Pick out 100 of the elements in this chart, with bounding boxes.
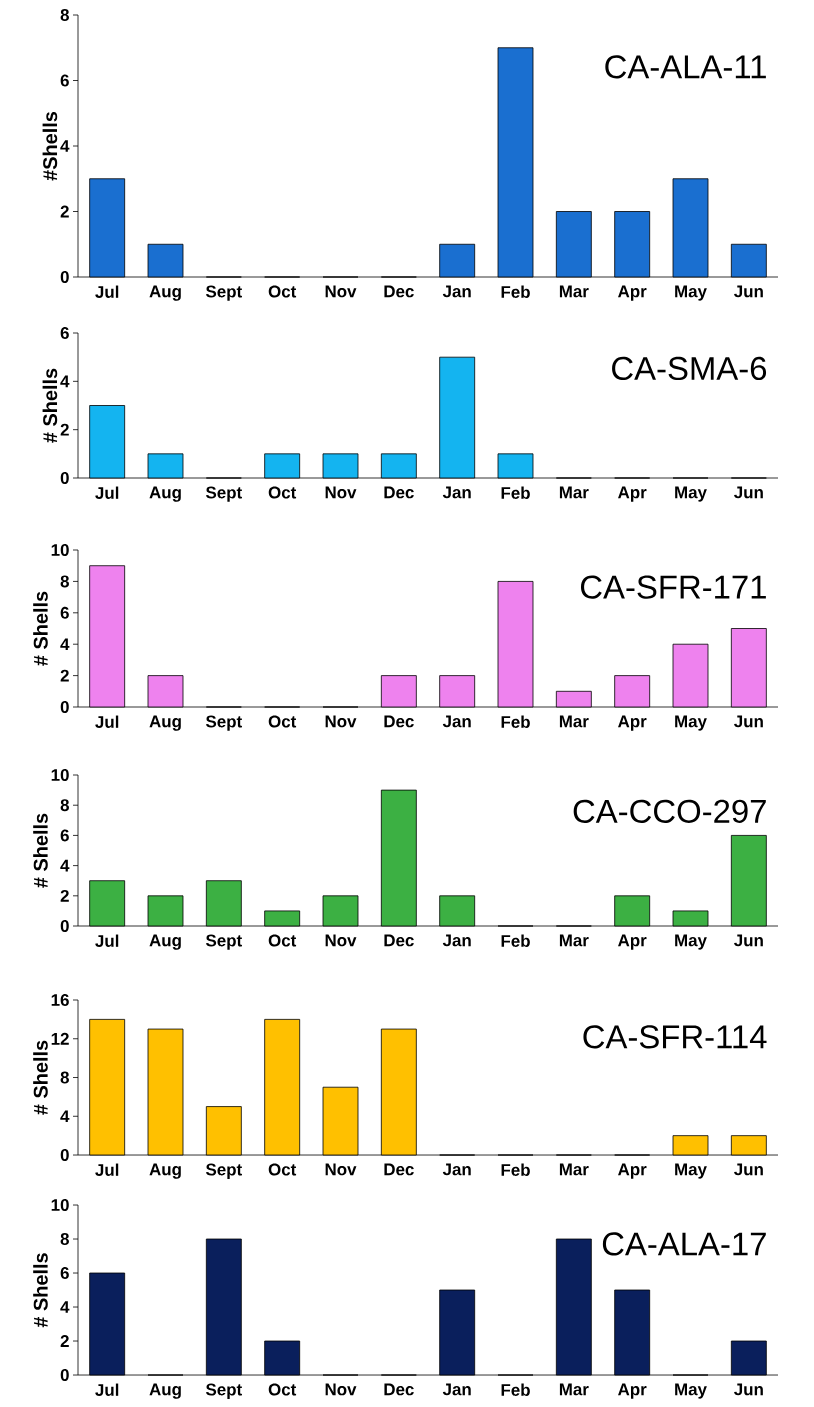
x-tick-label: Apr xyxy=(618,1163,647,1179)
x-tick-label: Nov xyxy=(325,486,357,499)
x-tick-label: Jan xyxy=(442,934,471,947)
y-tick-label: 6 xyxy=(60,74,69,87)
text: CA-SFR-114 xyxy=(583,1025,767,1049)
y-axis-title: # Shells xyxy=(33,813,48,888)
x-tick-label: May xyxy=(675,285,707,301)
x-tick-label: Jun xyxy=(734,1383,763,1396)
text: CA-CCO-297 xyxy=(573,799,766,823)
y-tick-label: 4 xyxy=(60,859,70,872)
y-tick-label: 12 xyxy=(51,1032,69,1045)
x-tick-label: Jan xyxy=(442,1383,471,1396)
x-tick-label: Dec xyxy=(384,486,414,499)
y-tick-label: 8 xyxy=(60,1071,69,1084)
x-tick-label: Jan xyxy=(442,285,471,298)
y-tick-label: 10 xyxy=(51,1199,69,1212)
x-tick-label: Sept xyxy=(205,934,242,950)
y-tick-label: 2 xyxy=(60,423,69,436)
y-tick-label: 4 xyxy=(60,140,70,152)
x-tick-label: Mar xyxy=(559,715,589,728)
x-tick-label: Sept xyxy=(205,1163,242,1179)
x-tick-label: Aug xyxy=(149,1383,181,1399)
x-tick-label: Jun xyxy=(734,934,763,947)
x-tick-label: Jul xyxy=(95,1163,119,1176)
x-tick-label: Dec xyxy=(384,1383,414,1396)
x-tick-label: Oct xyxy=(268,934,297,947)
y-tick-label: 4 xyxy=(60,375,70,388)
y-tick-label: 0 xyxy=(60,1369,69,1382)
y-tick-label: 0 xyxy=(60,472,69,485)
y-tick-label: 6 xyxy=(60,829,69,842)
x-tick-label: May xyxy=(675,1383,707,1399)
y-axis-title: # Shells xyxy=(33,1040,48,1115)
x-tick-label: Jan xyxy=(442,715,471,728)
y-tick-label: 2 xyxy=(60,669,69,682)
x-tick-label: Sept xyxy=(205,1383,242,1399)
x-tick-label: Jul xyxy=(95,486,119,499)
x-tick-label: Nov xyxy=(325,934,357,947)
x-tick-label: Aug xyxy=(149,285,181,301)
x-tick-label: Dec xyxy=(384,934,414,947)
x-tick-label: Nov xyxy=(325,715,357,728)
y-tick-label: 0 xyxy=(60,1149,69,1162)
y-tick-label: 4 xyxy=(60,1301,70,1313)
x-tick-label: Sept xyxy=(205,486,242,502)
x-tick-label: Apr xyxy=(618,715,647,731)
x-tick-label: Oct xyxy=(268,486,297,499)
x-tick-label: May xyxy=(675,715,707,731)
x-tick-label: Jul xyxy=(95,1383,119,1396)
y-tick-label: 2 xyxy=(60,205,69,218)
x-tick-label: Jun xyxy=(734,1163,763,1176)
x-tick-label: Nov xyxy=(325,1163,357,1176)
x-tick-label: Mar xyxy=(559,1163,589,1176)
x-tick-label: Oct xyxy=(268,715,297,728)
x-tick-label: Apr xyxy=(618,486,647,502)
text: CA-ALA-11 xyxy=(605,55,766,79)
x-tick-label: Oct xyxy=(268,285,297,298)
x-tick-label: Feb xyxy=(501,934,530,947)
x-tick-label: Jun xyxy=(734,285,763,298)
x-tick-label: Sept xyxy=(205,715,242,731)
y-tick-label: 2 xyxy=(60,889,69,902)
x-tick-label: Nov xyxy=(325,285,357,298)
y-tick-label: 16 xyxy=(51,994,69,1007)
y-tick-label: 10 xyxy=(51,544,69,557)
x-tick-label: Mar xyxy=(559,285,589,298)
x-tick-label: Oct xyxy=(268,1163,297,1176)
text: CA-SFR-171 xyxy=(580,575,766,599)
x-tick-label: Mar xyxy=(559,934,589,947)
x-tick-label: Jan xyxy=(442,1163,471,1176)
x-tick-label: Jun xyxy=(734,715,763,728)
x-tick-label: May xyxy=(675,486,707,502)
x-tick-label: Sept xyxy=(205,285,242,301)
y-tick-label: 10 xyxy=(51,769,69,782)
y-axis-title: # Shells xyxy=(42,368,58,443)
x-tick-label: Aug xyxy=(149,486,181,502)
text: CA-SMA-6 xyxy=(612,356,767,381)
y-tick-label: 4 xyxy=(60,638,70,651)
x-tick-label: Nov xyxy=(325,1383,357,1396)
y-axis-title: # Shells xyxy=(33,591,48,666)
x-tick-label: Aug xyxy=(149,1163,181,1179)
x-tick-label: Feb xyxy=(501,285,530,298)
x-tick-label: Apr xyxy=(618,285,647,301)
x-tick-label: Oct xyxy=(268,1383,297,1396)
y-tick-label: 6 xyxy=(60,327,69,340)
y-tick-label: 6 xyxy=(60,1267,69,1280)
x-tick-label: Aug xyxy=(149,715,181,731)
x-tick-label: Apr xyxy=(618,934,647,950)
x-tick-label: Dec xyxy=(384,285,414,298)
x-tick-label: Apr xyxy=(618,1383,647,1399)
x-tick-label: Jun xyxy=(734,486,763,499)
y-tick-label: 2 xyxy=(60,1335,69,1347)
x-tick-label: Feb xyxy=(501,1163,530,1176)
x-tick-label: Jan xyxy=(442,486,471,499)
y-tick-label: 4 xyxy=(60,1110,70,1123)
x-tick-label: Feb xyxy=(501,486,530,499)
text: CA-ALA-17 xyxy=(602,1232,766,1256)
x-tick-label: Mar xyxy=(559,486,589,499)
y-tick-label: 8 xyxy=(60,1233,69,1246)
x-tick-label: Feb xyxy=(501,1383,530,1396)
x-tick-label: May xyxy=(675,1163,707,1179)
y-tick-label: 8 xyxy=(60,575,69,588)
x-tick-label: Dec xyxy=(384,715,414,728)
